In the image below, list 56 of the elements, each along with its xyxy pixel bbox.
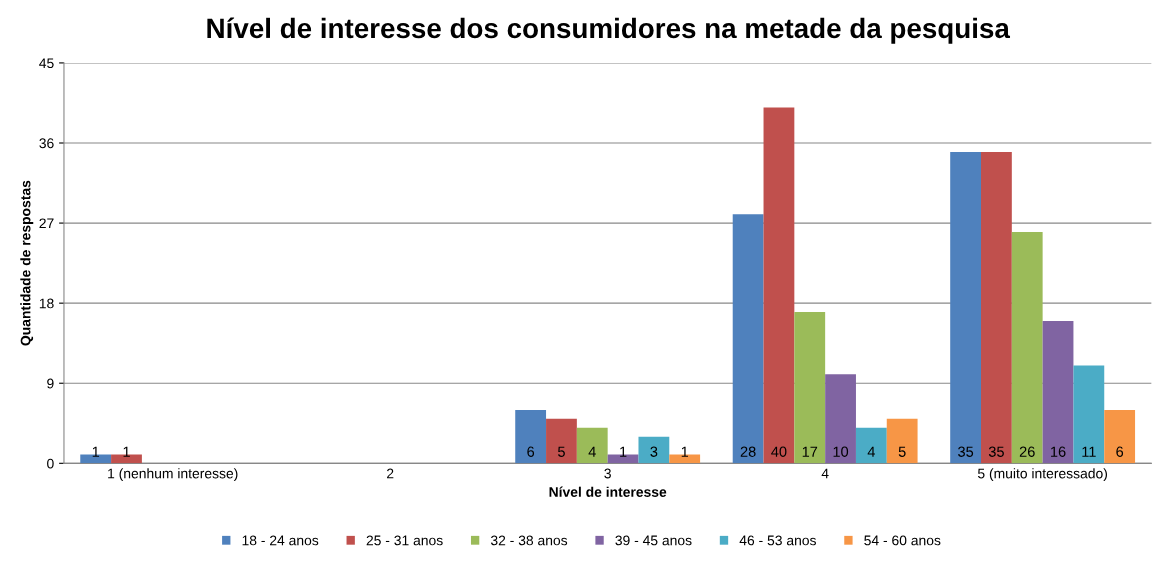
y-tick-label: 18 <box>39 298 54 309</box>
data-label: 16 <box>1051 446 1066 457</box>
bar <box>576 427 608 464</box>
y-tick-label: 9 <box>47 378 54 389</box>
x-axis-title: Nível de interesse <box>549 486 667 497</box>
bar <box>546 418 577 464</box>
legend-label: 25 - 31 anos <box>366 535 443 546</box>
data-label: 5 <box>898 446 906 457</box>
bar <box>950 151 982 464</box>
legend-label: 46 - 53 anos <box>739 535 816 546</box>
y-axis-title: Quantidade de respostas <box>20 180 34 346</box>
bar <box>1073 365 1105 464</box>
data-label: 5 <box>557 446 565 457</box>
bar <box>515 409 547 464</box>
data-label: 26 <box>1019 446 1035 457</box>
chart-title: Nível de interesse dos consumidores na metade da pesquisa <box>207 17 1011 44</box>
data-label: 28 <box>740 446 756 457</box>
data-label: 1 <box>620 446 627 457</box>
bar <box>1042 320 1074 464</box>
data-label: 6 <box>527 446 535 457</box>
y-tick-label: 0 <box>47 458 54 469</box>
data-label: 35 <box>988 446 1004 457</box>
x-tick-label: 3 <box>604 468 611 479</box>
x-tick-label: 2 <box>387 468 394 479</box>
bar <box>638 436 670 464</box>
bar <box>825 374 856 464</box>
x-tick-label: 4 <box>821 468 829 479</box>
data-label: 17 <box>802 446 818 457</box>
bar <box>1011 231 1043 464</box>
bar <box>1104 409 1136 464</box>
bar <box>732 214 764 464</box>
data-label: 1 <box>123 446 130 457</box>
legend-label: 18 - 24 anos <box>242 535 319 546</box>
data-label: 10 <box>833 446 849 457</box>
data-label: 3 <box>650 446 658 457</box>
data-label: 4 <box>588 446 596 457</box>
bar <box>855 427 887 464</box>
data-label: 35 <box>958 446 974 457</box>
legend-label: 54 - 60 anos <box>864 535 941 546</box>
data-label: 4 <box>867 446 875 457</box>
y-tick-label: 27 <box>39 218 54 229</box>
data-label: 11 <box>1082 446 1096 457</box>
data-label: 1 <box>681 446 689 457</box>
data-label: 40 <box>771 446 787 457</box>
bar <box>794 312 826 464</box>
legend-label: 32 - 38 anos <box>490 535 568 546</box>
y-tick-label: 36 <box>39 138 54 149</box>
x-tick-label: 5 (muito interessado) <box>977 468 1107 482</box>
y-tick-label: 45 <box>39 58 54 69</box>
legend-label: 39 - 45 anos <box>615 535 692 546</box>
x-tick-label: 1 (nenhum interesse) <box>108 468 238 482</box>
data-label: 6 <box>1116 446 1124 457</box>
bar <box>886 418 918 464</box>
bar <box>981 151 1012 464</box>
bar <box>763 107 795 464</box>
data-label: 1 <box>92 446 100 457</box>
